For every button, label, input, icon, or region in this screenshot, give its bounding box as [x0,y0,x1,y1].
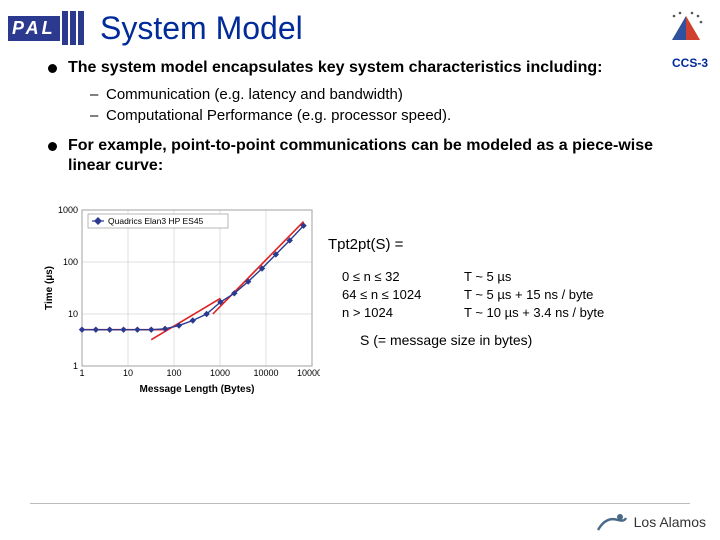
svg-text:100: 100 [63,257,78,267]
pal-logo-bars [62,11,84,45]
footer-divider [30,503,690,504]
svg-text:1000: 1000 [58,205,78,215]
pw-cond-0: 0 ≤ n ≤ 32 [342,269,452,284]
svg-text:100000: 100000 [297,368,320,378]
svg-text:1000: 1000 [210,368,230,378]
pw-val-1: T ~ 5 µs + 15 ns / byte [464,287,690,302]
svg-text:10: 10 [123,368,133,378]
slide-title: System Model [100,10,652,47]
los-alamos-icon [596,510,628,534]
slide-header: PAL System Model [0,0,720,52]
bullet-1: The system model encapsulates key system… [48,58,690,126]
bullet-1-text: The system model encapsulates key system… [68,59,602,76]
latency-chart: 1 10 100 1000 10000 100000 1 10 100 1000 Message L… [40,186,320,396]
slide-body: The system model encapsulates key system… [0,52,720,396]
svg-text:10: 10 [68,309,78,319]
corner-logo-icon [666,8,706,48]
pw-cond-1: 64 ≤ n ≤ 1024 [342,287,452,302]
pal-logo: PAL [8,10,86,46]
footer-lab-text: Los Alamos [634,514,706,530]
svg-text:1: 1 [79,368,84,378]
svg-text:100: 100 [166,368,181,378]
bullet-1a: Communication (e.g. latency and bandwidt… [90,84,690,105]
svg-text:Quadrics Elan3 HP ES45: Quadrics Elan3 HP ES45 [108,216,204,226]
pw-val-2: T ~ 10 µs + 3.4 ns / byte [464,305,690,320]
svg-text:Time (µs): Time (µs) [44,266,55,310]
footer-logo: Los Alamos [596,510,706,534]
pw-cond-2: n > 1024 [342,305,452,320]
formula-block: Tpt2pt(S) = 0 ≤ n ≤ 32 T ~ 5 µs 64 ≤ n ≤… [328,186,690,348]
s-definition: S (= message size in bytes) [360,332,690,348]
svg-text:10000: 10000 [253,368,278,378]
bullet-2: For example, point-to-point communicatio… [48,136,690,176]
svg-text:Message Length (Bytes): Message Length (Bytes) [139,384,254,395]
formula-title: Tpt2pt(S) = [328,236,690,253]
piecewise-table: 0 ≤ n ≤ 32 T ~ 5 µs 64 ≤ n ≤ 1024 T ~ 5 … [342,269,690,320]
pal-logo-text: PAL [8,16,60,41]
bullet-2-text: For example, point-to-point communicatio… [68,137,653,174]
pw-val-0: T ~ 5 µs [464,269,690,284]
bullet-1b: Computational Performance (e.g. processo… [90,105,690,126]
svg-text:1: 1 [73,361,78,371]
